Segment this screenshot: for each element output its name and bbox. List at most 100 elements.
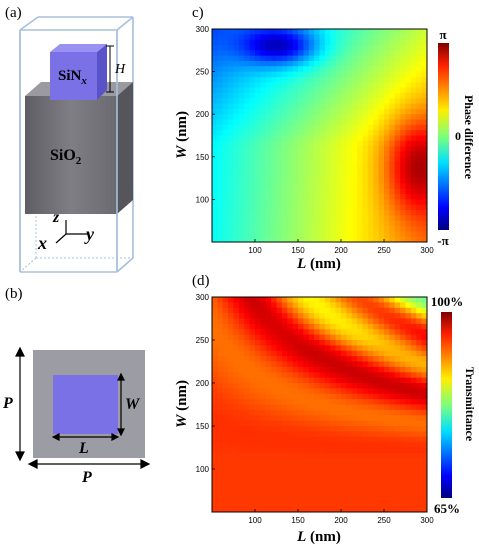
phase-heatmap-cell	[389, 194, 396, 200]
transmittance-heatmap-cell	[276, 393, 283, 400]
phase-heatmap-cell	[324, 124, 331, 131]
phase-heatmap-cell	[384, 204, 390, 211]
transmittance-heatmap-cell	[287, 383, 294, 389]
transmittance-heatmap-cell	[389, 495, 396, 502]
transmittance-heatmap-cell	[373, 356, 380, 363]
transmittance-heatmap-cell	[378, 372, 385, 379]
transmittance-heatmap-cell	[298, 345, 304, 352]
transmittance-heatmap-cell	[394, 297, 401, 303]
transmittance-heatmap-cell	[367, 426, 374, 432]
transmittance-heatmap-cell	[276, 463, 283, 470]
phase-heatmap-cell	[260, 140, 267, 147]
phase-heatmap-cell	[314, 156, 321, 163]
transmittance-heatmap-cell	[341, 420, 347, 427]
transmittance-heatmap-cell	[367, 501, 374, 508]
transmittance-heatmap-cell	[357, 506, 364, 512]
transmittance-heatmap-cell	[314, 463, 321, 470]
transmittance-heatmap-cell	[271, 506, 278, 512]
panel-label-a: (a)	[5, 5, 22, 21]
transmittance-heatmap-cell	[362, 307, 369, 314]
phase-heatmap-cell	[394, 92, 401, 99]
phase-plot-frame	[211, 28, 428, 243]
phase-heatmap-cell	[222, 204, 229, 211]
transmittance-heatmap-cell	[292, 323, 299, 330]
transmittance-heatmap-cell	[378, 313, 385, 320]
phase-heatmap-cell	[260, 156, 267, 163]
phase-heatmap-cell	[346, 87, 353, 94]
transmittance-heatmap-cell	[281, 340, 288, 346]
transmittance-heatmap-cell	[217, 469, 224, 475]
transmittance-heatmap-cell	[238, 345, 245, 352]
transmittance-heatmap-cell	[416, 447, 423, 454]
phase-heatmap-cell	[346, 188, 353, 195]
phase-heatmap-cell	[308, 183, 315, 190]
transmittance-heatmap-cell	[238, 361, 245, 368]
transmittance-heatmap-cell	[416, 318, 423, 325]
phase-heatmap-cell	[287, 194, 294, 200]
phase-heatmap-cell	[341, 231, 347, 238]
phase-heatmap-cell	[394, 87, 401, 94]
phase-heatmap-cell	[384, 210, 390, 216]
transmittance-heatmap-cell	[222, 452, 229, 459]
transmittance-heatmap-cell	[410, 506, 417, 512]
phase-heatmap-cell	[238, 167, 245, 174]
transmittance-heatmap-cell	[233, 372, 240, 379]
phase-heatmap-cell	[228, 130, 235, 137]
transmittance-heatmap-cell	[405, 452, 412, 459]
transmittance-heatmap-cell	[244, 318, 251, 325]
phase-heatmap-cell	[228, 204, 235, 211]
phase-heatmap-cell	[228, 82, 235, 89]
phase-heatmap-cell	[303, 167, 310, 174]
transmittance-heatmap-cell	[405, 469, 412, 475]
phase-heatmap-cell	[330, 124, 337, 131]
transmittance-heatmap-cell	[335, 436, 342, 443]
transmittance-heatmap-cell	[217, 350, 224, 357]
transmittance-heatmap-cell	[244, 442, 251, 449]
transmittance-heatmap-cell	[421, 297, 427, 303]
transmittance-heatmap-cell	[238, 442, 245, 449]
phase-heatmap-cell	[330, 82, 337, 89]
transmittance-heatmap-cell	[389, 372, 396, 379]
transmittance-heatmap-cell	[324, 297, 331, 303]
phase-heatmap-cell	[238, 103, 245, 110]
phase-heatmap-cell	[405, 226, 412, 232]
transmittance-heatmap-cell	[335, 334, 342, 341]
phase-heatmap-cell	[314, 210, 321, 216]
phase-heatmap-cell	[330, 34, 337, 41]
transmittance-heatmap-cell	[378, 485, 385, 492]
phase-heatmap-cell	[244, 172, 251, 179]
phase-heatmap-cell	[351, 140, 358, 147]
phase-heatmap-cell	[416, 114, 423, 121]
phase-heatmap-cell	[238, 71, 245, 78]
phase-heatmap-cell	[292, 98, 299, 105]
transmittance-heatmap-cell	[303, 329, 310, 336]
phase-heatmap-cell	[271, 76, 278, 83]
phase-heatmap-cell	[303, 29, 310, 35]
transmittance-heatmap-cell	[249, 436, 256, 443]
phase-heatmap-cell	[335, 194, 342, 200]
transmittance-heatmap-cell	[373, 350, 380, 357]
phase-heatmap-cell	[249, 50, 256, 57]
phase-heatmap-cell	[217, 114, 224, 121]
transmittance-heatmap-cell	[378, 426, 385, 432]
transmittance-heatmap-cell	[330, 334, 337, 341]
transmittance-heatmap-cell	[228, 302, 235, 309]
transmittance-heatmap-cell	[308, 318, 315, 325]
transmittance-heatmap-cell	[222, 436, 229, 443]
transmittance-heatmap-cell	[303, 495, 310, 502]
phase-heatmap-cell	[260, 124, 267, 131]
phase-heatmap-cell	[233, 66, 240, 73]
transmittance-heatmap-cell	[292, 490, 299, 497]
transmittance-heatmap-cell	[298, 377, 304, 384]
phase-heatmap-cell	[281, 231, 288, 238]
phase-heatmap-cell	[308, 98, 315, 105]
transmittance-heatmap-cell	[330, 452, 337, 459]
phase-heatmap-cell	[287, 29, 294, 35]
phase-heatmap-cell	[281, 76, 288, 83]
transmittance-heatmap-cell	[346, 415, 353, 422]
transmittance-heatmap-cell	[384, 404, 390, 411]
phase-heatmap-cell	[416, 76, 423, 83]
phase-heatmap-cell	[233, 231, 240, 238]
transmittance-heatmap-cell	[367, 366, 374, 373]
phase-heatmap-cell	[362, 236, 369, 242]
